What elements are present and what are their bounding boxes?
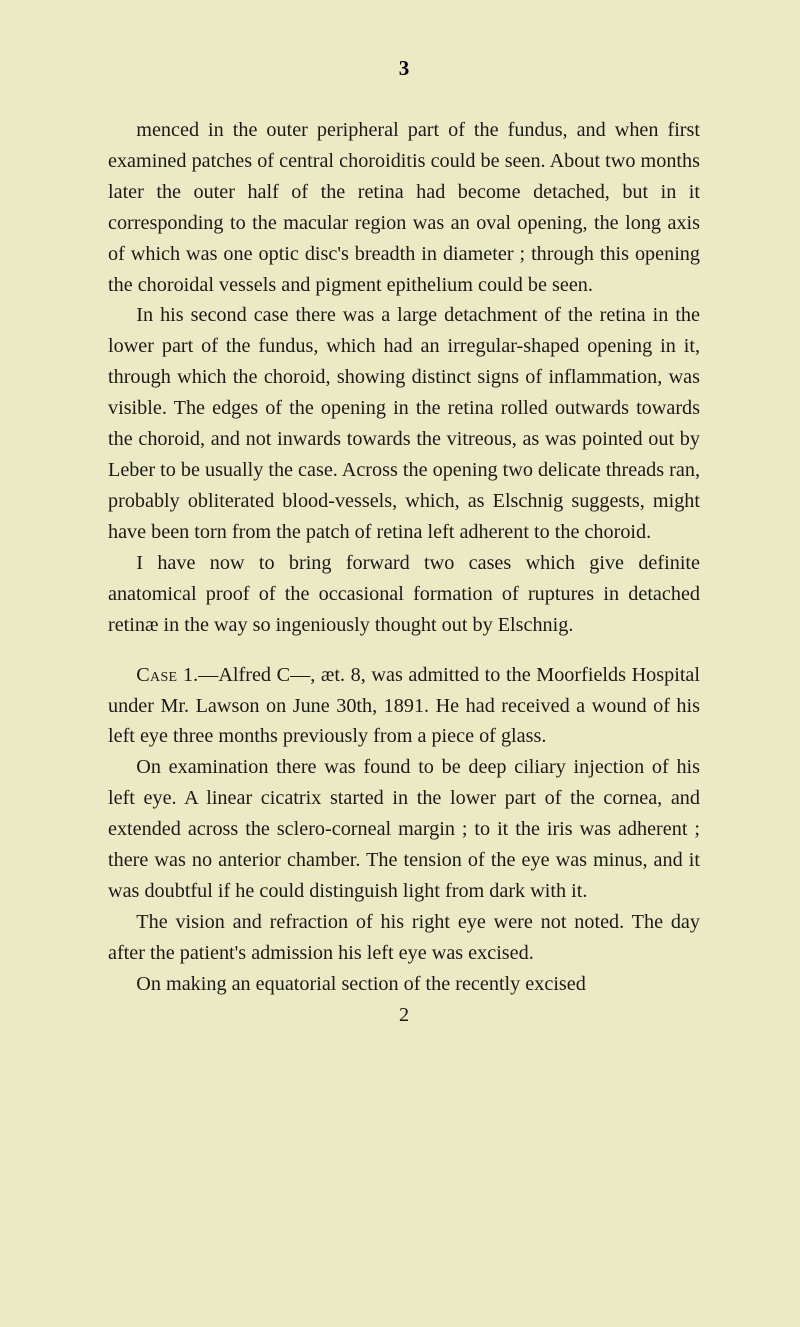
paragraph: I have now to bring forward two cases wh… [108,548,700,641]
paragraph: menced in the outer peripheral part of t… [108,115,700,300]
scanned-book-page: 3 menced in the outer peripheral part of… [0,0,800,1327]
page-number: 3 [108,56,700,81]
paragraph: The vision and refraction of his right e… [108,907,700,969]
paragraph: In his second case there was a large det… [108,300,700,547]
signature-mark: 2 [108,1000,700,1031]
page-body-text: menced in the outer peripheral part of t… [108,115,700,1030]
paragraph: On making an equatorial section of the r… [108,969,700,1000]
case-body: 1.—Alfred C—, æt. 8, was admitted to the… [108,664,700,748]
case-paragraph: Case 1.—Alfred C—, æt. 8, was admitted t… [108,660,700,753]
case-label: Case [136,664,177,686]
paragraph: On examination there was found to be dee… [108,752,700,907]
